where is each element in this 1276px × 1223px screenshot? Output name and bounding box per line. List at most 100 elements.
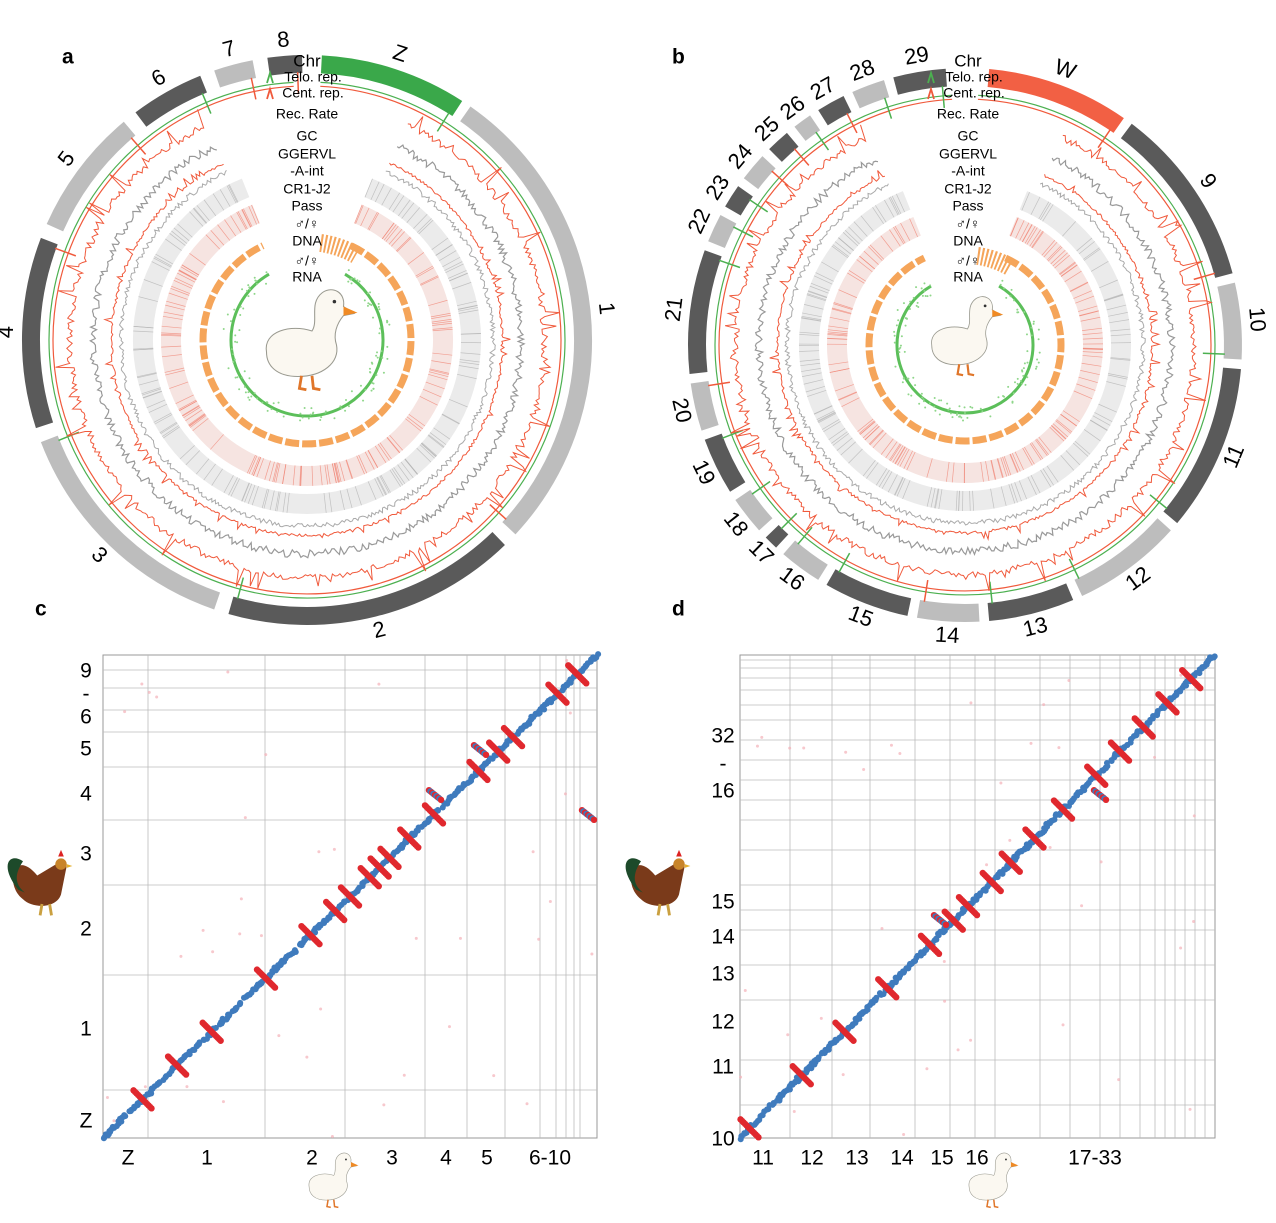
chromosome-label: 4 <box>0 326 18 339</box>
noise-dot <box>448 1025 451 1028</box>
rna-point <box>1003 287 1005 289</box>
chromosome-segment <box>31 241 49 425</box>
rna-point <box>348 269 350 271</box>
rna-point <box>233 309 235 311</box>
inversion-dot <box>519 743 525 749</box>
rna-point <box>223 328 225 330</box>
noise-dot <box>140 682 143 685</box>
rna-point <box>962 419 964 421</box>
noise-dot <box>902 1133 905 1136</box>
rna-point <box>249 399 251 401</box>
x-axis-label: 1 <box>201 1147 213 1170</box>
noise-dot <box>760 736 763 739</box>
chromosome-segment <box>776 140 793 156</box>
y-axis-label: 5 <box>80 738 92 761</box>
rna-point <box>964 406 966 408</box>
rna-point <box>378 308 380 310</box>
rna-point <box>906 317 908 319</box>
chromosome-segment <box>717 219 729 244</box>
chromosome-segment <box>697 253 713 373</box>
rna-point <box>236 376 238 378</box>
rna-point <box>240 306 242 308</box>
noise-dot <box>756 745 759 748</box>
rna-point <box>1016 309 1018 311</box>
noise-dot <box>569 711 572 714</box>
rna-point <box>273 402 275 404</box>
x-axis-label: Z <box>122 1147 135 1170</box>
rna-point <box>232 353 234 355</box>
noise-dot <box>744 989 747 992</box>
rna-point <box>362 400 364 402</box>
alignment-dot <box>595 651 601 657</box>
rna-point <box>369 291 371 293</box>
rna-point <box>907 393 909 395</box>
rna-point <box>933 406 935 408</box>
rna-point <box>242 308 244 310</box>
rna-point <box>929 403 931 405</box>
rna-point <box>254 392 256 394</box>
rna-point <box>386 321 388 323</box>
rna-point <box>969 406 971 408</box>
rna-point <box>359 280 361 282</box>
rna-point <box>371 363 373 365</box>
rna-point <box>310 407 312 409</box>
chromosome-label: 3 <box>87 541 113 567</box>
track-label: Pass <box>291 198 322 214</box>
rna-point <box>893 331 895 333</box>
rna-point <box>238 329 240 331</box>
x-axis-label: 11 <box>752 1147 774 1170</box>
noise-dot <box>564 792 567 795</box>
y-axis-label: Z <box>80 1110 93 1133</box>
noise-dot <box>1049 846 1052 849</box>
rna-point <box>959 415 961 417</box>
track-label: Cent. rep. <box>282 85 343 101</box>
marker <box>708 382 730 385</box>
track-label: GC <box>297 128 318 144</box>
inversion-dot <box>356 902 362 908</box>
rna-point <box>1038 362 1040 364</box>
track-label: ♂/♀ <box>956 253 981 269</box>
rna-point <box>256 283 258 285</box>
rna-point <box>383 372 385 374</box>
rna-point <box>964 412 966 414</box>
noise-dot <box>537 938 540 941</box>
duck-icon <box>932 297 1004 376</box>
noise-dot <box>842 1073 845 1076</box>
rna-point <box>236 341 238 343</box>
panel-label: b <box>672 46 685 69</box>
rna-point <box>921 287 923 289</box>
rna-point <box>906 378 908 380</box>
rna-point <box>378 306 380 308</box>
rna-point <box>1010 295 1012 297</box>
inversion-dot <box>1102 782 1108 788</box>
rna-point <box>1017 311 1019 313</box>
noise-dot <box>123 710 126 713</box>
x-axis-label: 6-10 <box>529 1147 571 1170</box>
noise-dot <box>526 1102 529 1105</box>
noise-dot <box>179 955 182 958</box>
noise-dot <box>1067 679 1070 682</box>
rna-point <box>354 277 356 279</box>
rna-point <box>246 290 248 292</box>
rna-point <box>369 303 371 305</box>
rna-point <box>894 342 896 344</box>
noise-dot <box>264 753 267 756</box>
inversion-dot <box>217 1038 223 1044</box>
noise-dot <box>788 747 791 750</box>
rna-point <box>1026 376 1028 378</box>
chromosome-segment <box>856 89 887 101</box>
rna-point <box>372 317 374 319</box>
rna-point <box>924 407 926 409</box>
rna-point <box>378 332 380 334</box>
noise-dot <box>844 751 847 754</box>
rna-point <box>897 309 899 311</box>
chromosome-label: 20 <box>667 396 697 425</box>
inversion-dot <box>893 994 899 1000</box>
x-axis-label: 4 <box>440 1147 452 1170</box>
rna-point <box>309 414 311 416</box>
rna-point <box>234 341 236 343</box>
rna-point <box>980 408 982 410</box>
chromosome-label: 22 <box>682 205 715 238</box>
rna-point <box>938 399 940 401</box>
